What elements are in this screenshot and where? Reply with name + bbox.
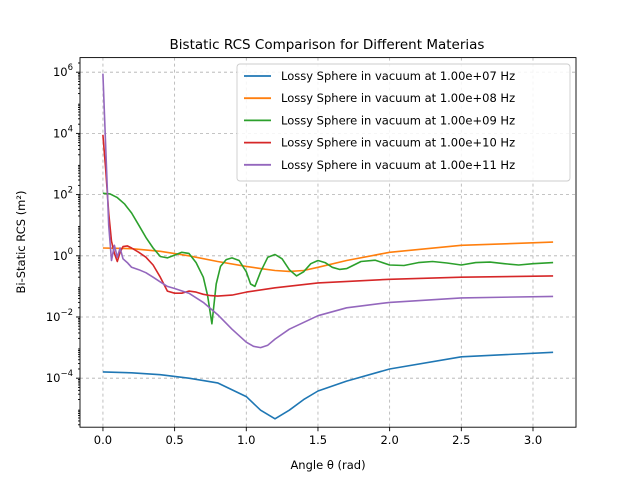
x-axis-label: Angle θ (rad) (290, 458, 365, 472)
legend-entry: Lossy Sphere in vacuum at 1.00e+10 Hz (281, 136, 515, 150)
legend-entry: Lossy Sphere in vacuum at 1.00e+08 Hz (281, 91, 515, 105)
legend-entry: Lossy Sphere in vacuum at 1.00e+09 Hz (281, 113, 515, 127)
series-line-1 (102, 351, 554, 420)
y-tick-label: 102 (53, 186, 73, 202)
y-tick-label: 104 (53, 124, 73, 140)
y-tick-label: 106 (53, 63, 73, 79)
x-tick-label: 0.0 (94, 433, 112, 447)
y-tick-label: 100 (53, 247, 73, 263)
x-tick-label: 2.5 (452, 433, 470, 447)
x-tick-label: 1.5 (309, 433, 327, 447)
x-tick-label: 2.0 (380, 433, 398, 447)
x-tick-label: 1.0 (237, 433, 255, 447)
series-layer (102, 73, 554, 420)
legend: Lossy Sphere in vacuum at 1.00e+07 Hz Los… (236, 63, 571, 182)
x-tick-label: 3.0 (524, 433, 542, 447)
y-axis: 10−4 10−2 100 102 104 106 (46, 62, 80, 426)
y-tick-label: 10−2 (46, 308, 73, 324)
series-line-3 (102, 192, 554, 325)
legend-box (236, 63, 571, 182)
y-tick-label: 10−4 (46, 369, 73, 385)
legend-entry: Lossy Sphere in vacuum at 1.00e+07 Hz (281, 69, 515, 83)
series-line-4 (102, 134, 554, 297)
legend-entry: Lossy Sphere in vacuum at 1.00e+11 Hz (281, 158, 515, 172)
x-tick-label: 0.5 (165, 433, 183, 447)
series-line-2 (102, 241, 554, 273)
plot-frame (79, 57, 577, 428)
y-axis-label: Bi-Static RCS (m²) (14, 191, 28, 294)
x-axis: 0.0 0.5 1.0 1.5 2.0 2.5 3.0 (94, 427, 542, 447)
series-line-5 (102, 73, 554, 349)
chart-title: Bistatic RCS Comparison for Different Ma… (170, 37, 485, 53)
